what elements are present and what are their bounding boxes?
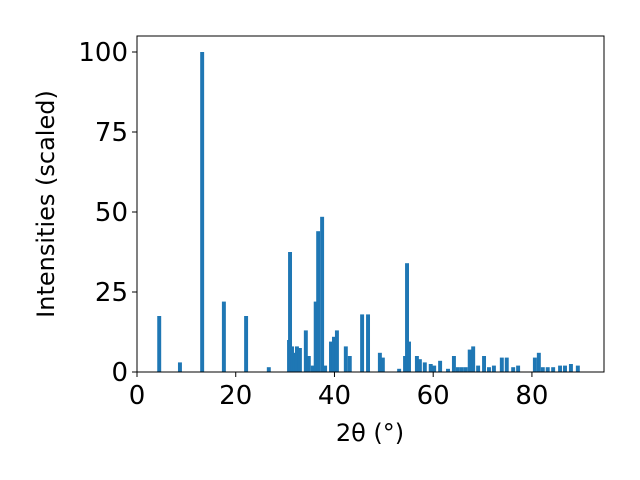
bar [323, 365, 328, 372]
bar [511, 367, 516, 372]
bar [294, 346, 299, 372]
bar [446, 368, 450, 372]
bar [380, 357, 385, 372]
bar [467, 349, 472, 372]
bar [366, 314, 371, 372]
bar [540, 367, 545, 372]
bar [476, 365, 481, 372]
bar [377, 352, 382, 372]
y-tick-label: 25 [95, 278, 128, 308]
bar [545, 367, 550, 372]
bar [568, 364, 573, 372]
bar [451, 356, 456, 372]
bar [532, 357, 537, 372]
bar [422, 362, 427, 372]
bar [504, 357, 509, 372]
bar [455, 367, 460, 372]
bar [536, 352, 541, 372]
bar [313, 301, 318, 372]
y-tick-label: 50 [95, 198, 128, 228]
bar [331, 336, 336, 372]
bar [417, 359, 422, 372]
bar [463, 367, 468, 372]
bar [316, 231, 321, 372]
bar [499, 357, 504, 372]
bar [177, 362, 182, 372]
bar [288, 252, 293, 372]
bar [459, 367, 464, 372]
bar [297, 348, 302, 372]
bar [310, 365, 315, 372]
bar [360, 314, 365, 372]
bar [405, 263, 410, 372]
bar [329, 341, 333, 372]
bar [482, 356, 487, 372]
bar [428, 364, 433, 372]
bar [432, 365, 437, 372]
bar [320, 216, 325, 372]
bar [303, 330, 308, 372]
bar [407, 341, 411, 372]
bar [563, 365, 567, 372]
y-tick-label: 100 [78, 38, 128, 68]
x-tick-label: 20 [219, 381, 252, 411]
y-tick-label: 0 [111, 358, 128, 388]
axes-frame [136, 35, 605, 373]
bar [397, 368, 402, 372]
bar [266, 367, 271, 372]
bar [438, 360, 443, 372]
bar [343, 346, 348, 372]
x-axis-label: 2θ (°) [336, 419, 404, 447]
x-tick-label: 60 [417, 381, 450, 411]
bar [157, 316, 162, 372]
bar [558, 365, 563, 372]
plot-area [157, 52, 580, 372]
x-tick-label: 40 [318, 381, 351, 411]
bar [244, 316, 249, 372]
bar [334, 330, 339, 372]
bar [221, 301, 226, 372]
bar [471, 346, 476, 372]
bar [200, 52, 205, 372]
bar [290, 346, 294, 372]
bar [347, 356, 352, 372]
bar [306, 356, 311, 372]
bar [491, 365, 496, 372]
bar [575, 365, 580, 372]
bar [414, 356, 419, 372]
bar [487, 367, 491, 372]
y-axis-label: Intensities (scaled) [32, 90, 60, 318]
x-tick-label: 0 [129, 381, 146, 411]
bar [551, 367, 556, 372]
bar [516, 365, 521, 372]
y-tick-label: 75 [95, 118, 128, 148]
x-tick-label: 80 [515, 381, 548, 411]
